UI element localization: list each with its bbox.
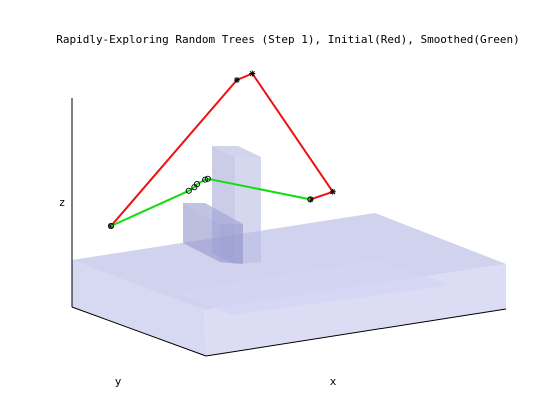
x-axis-line [205, 308, 507, 357]
smoothed-point-marker [202, 176, 209, 183]
smoothed-point-marker [185, 187, 192, 194]
ground-highlight [175, 260, 453, 315]
initial-point-marker [233, 76, 240, 83]
smoothed-point-marker [107, 222, 115, 230]
initial-point-marker [249, 70, 256, 77]
x-axis-label: x [330, 375, 337, 388]
plot-scene: z y x [59, 70, 507, 388]
z-axis-label: z [59, 196, 66, 209]
smoothed-point-marker [193, 181, 201, 188]
obstacle-low-left [183, 203, 220, 262]
initial-point-marker [329, 188, 336, 195]
obstacle-low-top [183, 203, 243, 224]
y-axis-line [71, 306, 207, 357]
obstacle-tall-top [212, 146, 261, 157]
ground-front-face [204, 264, 506, 356]
obstacle-low-front [220, 224, 243, 264]
ground-top-face [72, 213, 506, 310]
ground-left-face [72, 260, 206, 356]
y-axis-label: y [115, 375, 122, 388]
chart-title: Rapidly-Exploring Random Trees (Step 1),… [56, 33, 520, 46]
series-layer [107, 70, 336, 230]
smoothed-point-marker [204, 175, 211, 182]
smoothed-point-marker [307, 196, 314, 203]
